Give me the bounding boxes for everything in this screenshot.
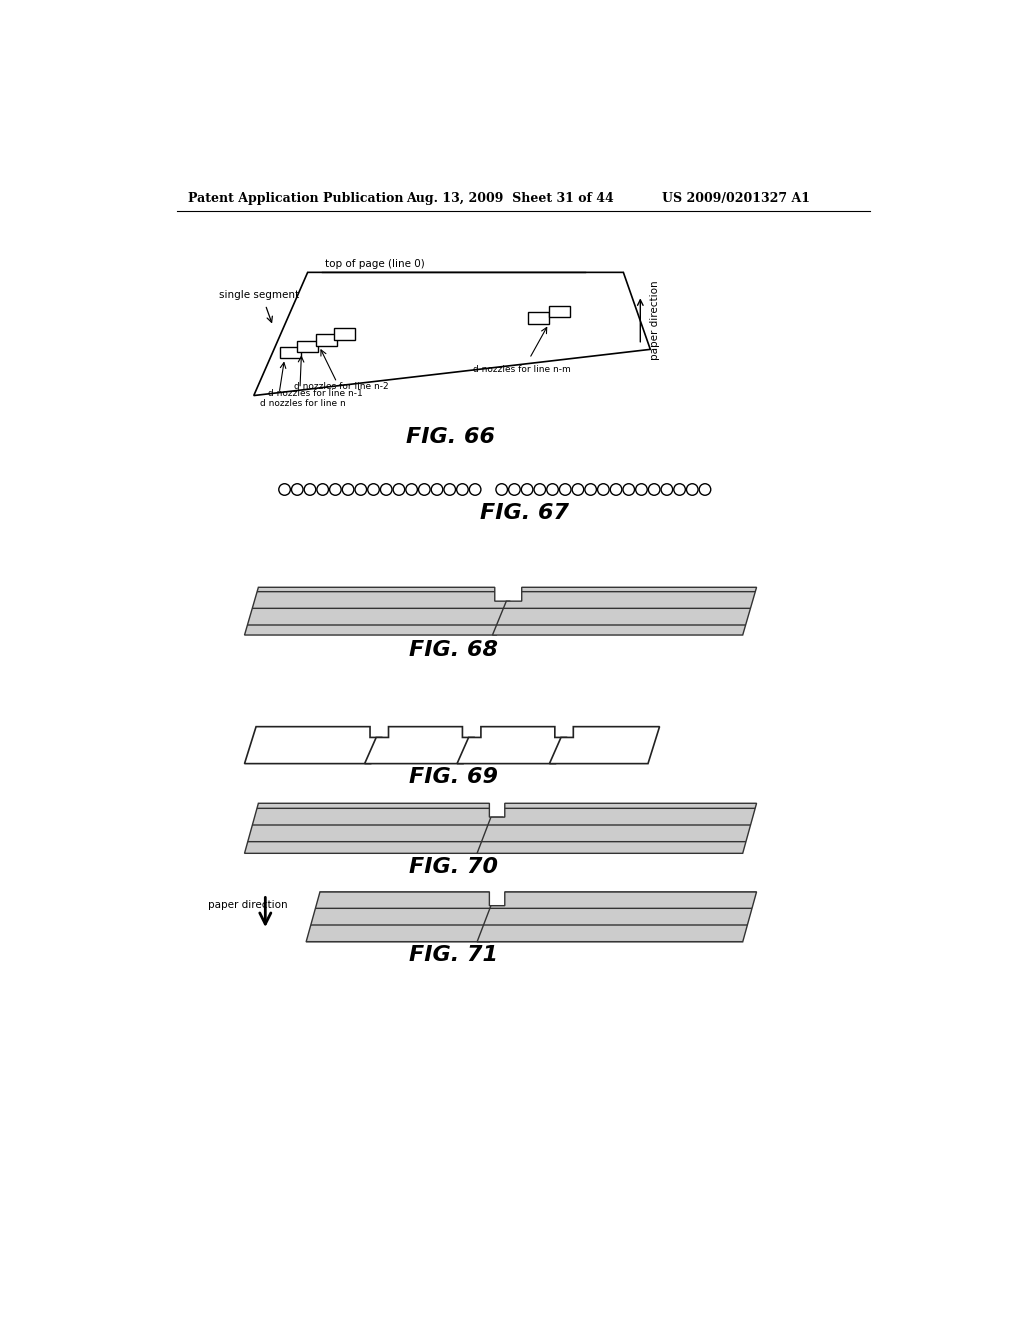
Text: d nozzles for line n-2: d nozzles for line n-2 (294, 381, 388, 391)
Text: FIG. 70: FIG. 70 (410, 857, 499, 876)
Text: paper direction: paper direction (208, 900, 287, 911)
Text: FIG. 68: FIG. 68 (410, 640, 499, 660)
FancyBboxPatch shape (315, 334, 337, 346)
Polygon shape (477, 804, 757, 853)
Polygon shape (457, 726, 567, 763)
Text: FIG. 66: FIG. 66 (406, 428, 495, 447)
FancyBboxPatch shape (297, 341, 318, 352)
Polygon shape (493, 587, 757, 635)
Polygon shape (365, 726, 475, 763)
Polygon shape (245, 726, 382, 763)
FancyBboxPatch shape (281, 347, 301, 358)
Polygon shape (550, 726, 659, 763)
FancyBboxPatch shape (528, 312, 549, 323)
FancyBboxPatch shape (549, 306, 569, 317)
Text: FIG. 67: FIG. 67 (480, 503, 569, 523)
Text: d nozzles for line n-m: d nozzles for line n-m (473, 364, 571, 374)
Polygon shape (245, 587, 510, 635)
Text: single segment: single segment (219, 290, 299, 301)
Text: US 2009/0201327 A1: US 2009/0201327 A1 (662, 191, 810, 205)
Polygon shape (245, 804, 503, 853)
Text: paper direction: paper direction (649, 280, 659, 360)
Text: FIG. 69: FIG. 69 (410, 767, 499, 788)
Polygon shape (306, 892, 503, 942)
Text: FIG. 71: FIG. 71 (410, 945, 499, 965)
Text: top of page (line 0): top of page (line 0) (325, 259, 424, 268)
Text: Patent Application Publication: Patent Application Publication (188, 191, 403, 205)
Text: d nozzles for line n-1: d nozzles for line n-1 (267, 389, 362, 399)
FancyBboxPatch shape (334, 329, 355, 339)
Polygon shape (477, 892, 757, 942)
Text: Aug. 13, 2009  Sheet 31 of 44: Aug. 13, 2009 Sheet 31 of 44 (407, 191, 614, 205)
Text: d nozzles for line n: d nozzles for line n (260, 399, 346, 408)
